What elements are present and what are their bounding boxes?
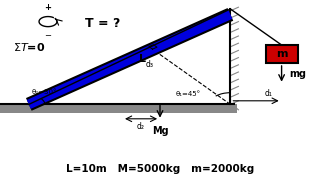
Text: +: + [44, 3, 52, 12]
Text: $\Sigma\mathit{T}$=0: $\Sigma\mathit{T}$=0 [13, 41, 45, 53]
Text: d₂: d₂ [137, 122, 145, 131]
Bar [266, 45, 298, 63]
Text: L: L [139, 54, 146, 64]
Text: θ₁=45°: θ₁=45° [176, 91, 201, 97]
Text: d₁: d₁ [265, 89, 273, 98]
Text: d₃: d₃ [145, 60, 153, 69]
Text: −: − [44, 31, 52, 40]
Text: Mg: Mg [152, 126, 168, 136]
Text: T = ?: T = ? [85, 17, 120, 30]
Bar [0, 104, 237, 113]
Text: θ₂=30°: θ₂=30° [32, 89, 58, 94]
Text: L=10m   M=5000kg   m=2000kg: L=10m M=5000kg m=2000kg [66, 164, 254, 174]
Text: m: m [276, 49, 287, 59]
Text: mg: mg [290, 69, 307, 79]
